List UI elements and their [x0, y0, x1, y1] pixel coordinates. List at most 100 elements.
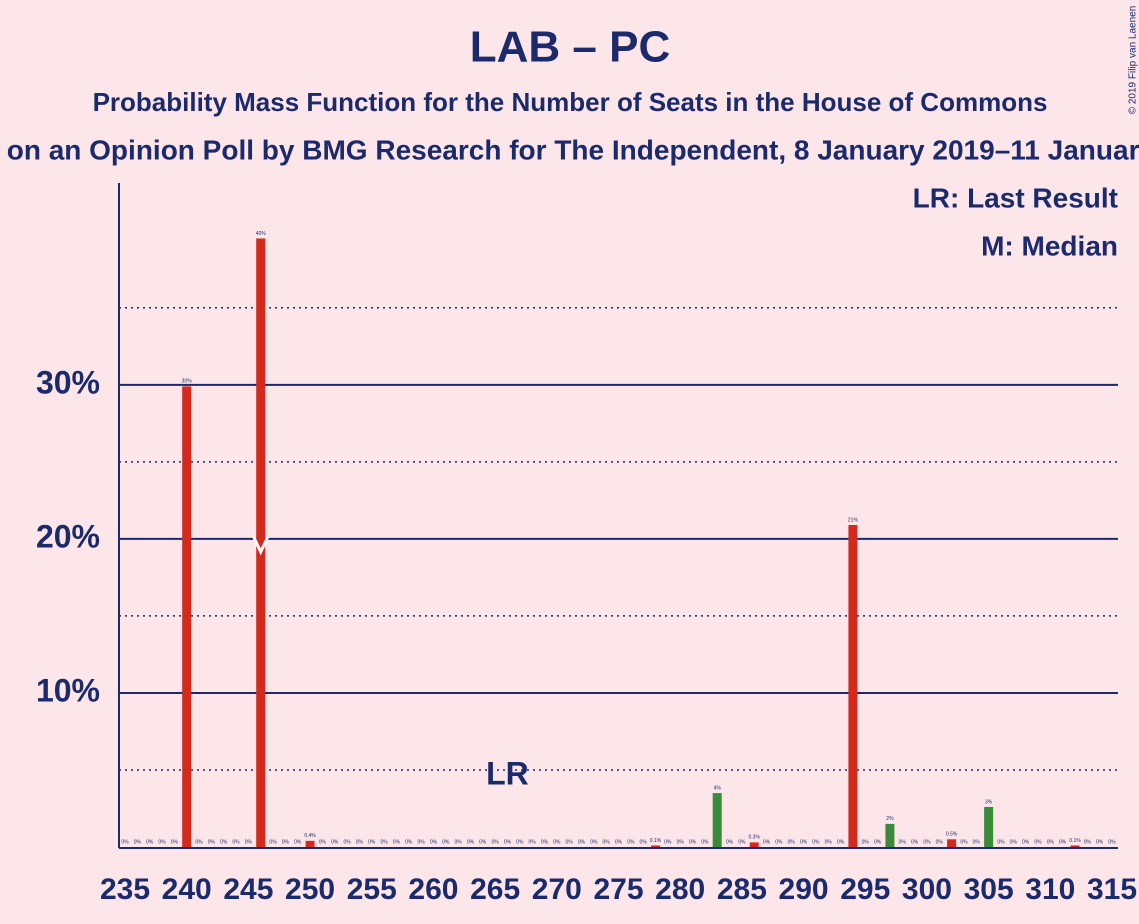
value-label: 0% [331, 839, 339, 845]
value-label: 0% [294, 839, 302, 845]
value-label: 21% [848, 517, 859, 523]
value-label: 0% [874, 839, 882, 845]
value-label: 0% [1059, 839, 1067, 845]
value-label: 0% [800, 839, 808, 845]
x-tick-label: 300 [902, 873, 952, 906]
value-label: 0% [960, 839, 968, 845]
legend-entry: M: Median [981, 230, 1118, 261]
value-label: 0% [664, 839, 672, 845]
value-label: 0% [121, 839, 129, 845]
bar [848, 525, 858, 847]
value-label: 0% [479, 839, 487, 845]
value-label: 0% [356, 839, 364, 845]
value-label: 0% [442, 839, 450, 845]
x-tick-label: 255 [347, 873, 397, 906]
value-label: 0% [615, 839, 623, 845]
value-label: 0% [701, 839, 709, 845]
copyright: © 2019 Filip van Laenen [1128, 6, 1139, 115]
value-label: 0% [343, 839, 351, 845]
bar [305, 840, 315, 847]
x-tick-label: 285 [717, 873, 767, 906]
x-tick-label: 260 [408, 873, 458, 906]
value-label: 0% [590, 839, 598, 845]
value-label: 0% [529, 839, 537, 845]
bar [651, 845, 661, 847]
value-label: 0% [245, 839, 253, 845]
x-tick-label: 270 [532, 873, 582, 906]
bar [712, 793, 722, 847]
bar [947, 839, 957, 847]
value-label: 0% [454, 839, 462, 845]
value-label: 40% [256, 231, 267, 237]
x-tick-label: 305 [964, 873, 1014, 906]
value-label: 0% [825, 839, 833, 845]
value-label: 0% [837, 839, 845, 845]
value-label: 0% [627, 839, 635, 845]
value-label: 0% [1034, 839, 1042, 845]
x-tick-label: 275 [593, 873, 643, 906]
value-label: 0% [1108, 839, 1116, 845]
bar [256, 238, 266, 847]
value-label: 0% [208, 839, 216, 845]
value-label: 0% [640, 839, 648, 845]
y-tick-label: 20% [36, 518, 100, 554]
value-label: 0% [417, 839, 425, 845]
value-label: 4% [714, 785, 722, 791]
value-label: 0% [1022, 839, 1030, 845]
value-label: 0% [689, 839, 697, 845]
median-marker [252, 536, 270, 556]
value-label: 0.4% [304, 833, 316, 839]
value-label: 0% [1096, 839, 1104, 845]
value-label: 0% [862, 839, 870, 845]
value-label: 0% [788, 839, 796, 845]
value-label: 0% [319, 839, 327, 845]
value-label: 0% [158, 839, 166, 845]
value-label: 0% [146, 839, 154, 845]
value-label: 0% [504, 839, 512, 845]
last-result-label: LR [486, 755, 529, 791]
y-tick-label: 10% [36, 672, 100, 708]
value-label: 0% [603, 839, 611, 845]
value-label: 30% [182, 379, 193, 385]
value-label: 0.1% [1069, 838, 1081, 844]
x-tick-label: 295 [840, 873, 890, 906]
value-label: 0% [195, 839, 203, 845]
value-label: 0% [936, 839, 944, 845]
value-label: 0% [578, 839, 586, 845]
chart-caption: Based on an Opinion Poll by BMG Research… [0, 134, 1139, 165]
value-label: 0% [997, 839, 1005, 845]
value-label: 0% [269, 839, 277, 845]
legend-entry: LR: Last Result [913, 182, 1118, 213]
bar [749, 842, 759, 847]
value-label: 0% [911, 839, 919, 845]
chart-title: LAB – PC [470, 23, 670, 72]
bar [885, 823, 895, 847]
x-tick-label: 310 [1025, 873, 1075, 906]
value-label: 0% [282, 839, 290, 845]
value-label: 0% [541, 839, 549, 845]
value-label: 0% [899, 839, 907, 845]
value-label: 0% [923, 839, 931, 845]
value-label: 0% [232, 839, 240, 845]
value-label: 0% [812, 839, 820, 845]
value-label: 0% [368, 839, 376, 845]
value-label: 0% [1047, 839, 1055, 845]
x-tick-label: 315 [1087, 873, 1137, 906]
y-tick-label: 30% [36, 364, 100, 400]
value-label: 0% [393, 839, 401, 845]
value-label: 0.3% [749, 835, 761, 841]
value-label: 0% [973, 839, 981, 845]
value-label: 0% [171, 839, 179, 845]
x-tick-label: 280 [655, 873, 705, 906]
x-tick-label: 265 [470, 873, 520, 906]
value-label: 0% [405, 839, 413, 845]
value-label: 0% [430, 839, 438, 845]
x-tick-label: 240 [162, 873, 212, 906]
value-label: 0% [775, 839, 783, 845]
value-label: 0.5% [946, 832, 958, 838]
x-tick-label: 290 [779, 873, 829, 906]
x-tick-label: 235 [100, 873, 150, 906]
value-label: 0% [134, 839, 142, 845]
value-label: 0% [553, 839, 561, 845]
